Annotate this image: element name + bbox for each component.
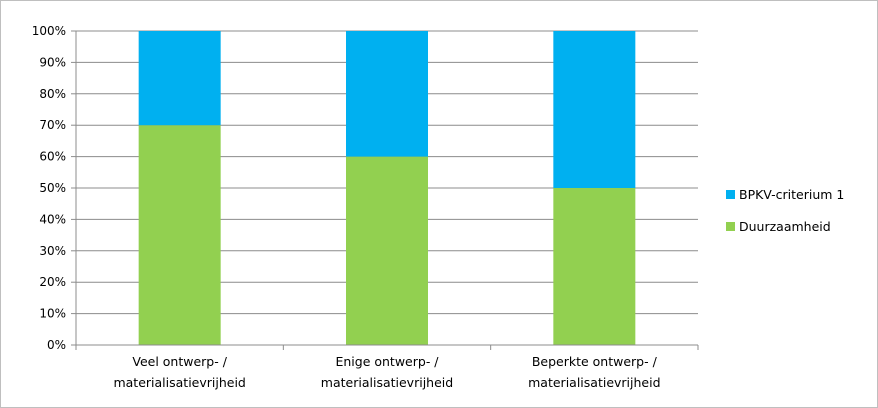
bar-duurzaamheid-2 bbox=[553, 188, 636, 345]
y-tick-label: 90% bbox=[39, 55, 66, 69]
y-tick-label: 0% bbox=[47, 338, 66, 352]
x-category-labels: Veel ontwerp- / materialisatievrijheidEni… bbox=[113, 354, 660, 390]
x-category-label-line: materialisatievrijheid bbox=[113, 375, 245, 390]
axes bbox=[71, 30, 699, 350]
y-tick-labels: 0% 10% 20% 30% 40% 50% 60% 70% 80% 90% 100% bbox=[32, 24, 66, 352]
x-category-label-line: Beperkte ontwerp- / bbox=[532, 354, 658, 369]
x-category-label: Enige ontwerp- / materialisatievrijheid bbox=[321, 354, 453, 390]
y-tick-label: 10% bbox=[39, 307, 66, 321]
x-category-label: Veel ontwerp- / materialisatievrijheid bbox=[113, 354, 245, 390]
x-category-label-line: materialisatievrijheid bbox=[528, 375, 660, 390]
bar-duurzaamheid-0 bbox=[138, 125, 221, 345]
legend-swatch bbox=[726, 190, 735, 199]
legend-label: Duurzaamheid bbox=[739, 219, 831, 234]
y-tick-label: 70% bbox=[39, 118, 66, 132]
y-tick-label: 100% bbox=[32, 24, 66, 38]
x-category-label-line: materialisatievrijheid bbox=[321, 375, 453, 390]
bar-bpkv-criterium-1-1 bbox=[346, 31, 428, 157]
x-category-label-line: Veel ontwerp- / bbox=[132, 354, 227, 369]
y-tick-label: 80% bbox=[39, 87, 66, 101]
bar-duurzaamheid-1 bbox=[346, 156, 428, 345]
y-tick-label: 60% bbox=[39, 150, 66, 164]
x-category-label: Beperkte ontwerp- / materialisatievrijhei… bbox=[528, 354, 660, 390]
y-tick-label: 30% bbox=[39, 244, 66, 258]
y-tick-label: 50% bbox=[39, 181, 66, 195]
y-tick-label: 20% bbox=[39, 275, 66, 289]
legend-label: BPKV-criterium 1 bbox=[739, 187, 844, 202]
bars bbox=[138, 31, 636, 345]
legend-swatch bbox=[726, 222, 735, 231]
bar-bpkv-criterium-1-0 bbox=[138, 31, 221, 126]
legend: BPKV-criterium 1 Duurzaamheid bbox=[726, 187, 844, 234]
x-category-label-line: Enige ontwerp- / bbox=[335, 354, 439, 369]
y-tick-label: 40% bbox=[39, 212, 66, 226]
bar-bpkv-criterium-1-2 bbox=[553, 31, 636, 188]
